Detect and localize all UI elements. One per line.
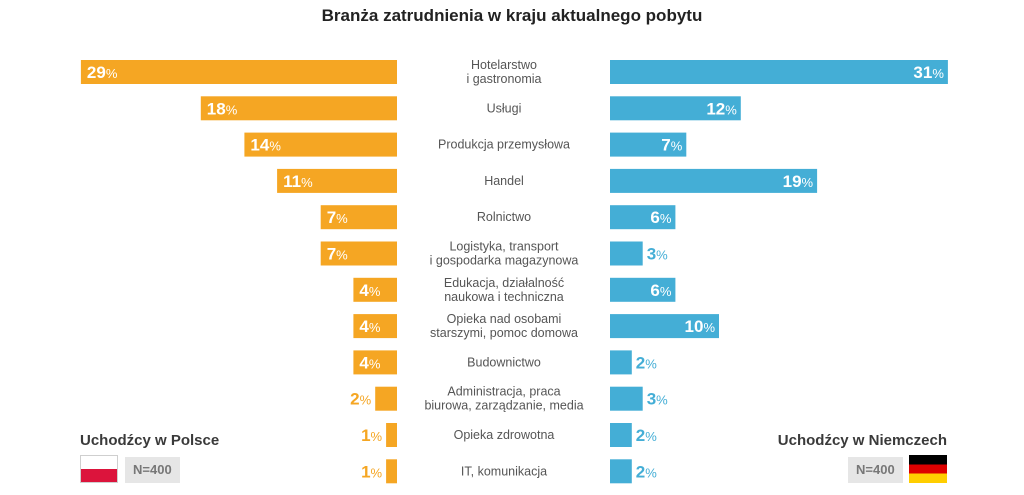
chart-title: Branża zatrudnienia w kraju aktualnego p…: [321, 6, 703, 25]
value-label-germany-11: 2%: [636, 462, 657, 481]
value-label-poland-9: 2%: [350, 390, 371, 409]
category-label-2: Produkcja przemysłowa: [438, 138, 570, 152]
category-label-1: Usługi: [487, 101, 522, 115]
value-label-poland-8: 4%: [359, 353, 380, 372]
value-label-germany-3: 19%: [783, 172, 814, 191]
bar-poland-9: [375, 386, 397, 411]
bar-germany-10: [610, 423, 632, 447]
value-label-germany-4: 6%: [650, 208, 671, 227]
category-label-0: Hotelarstwo i gastronomia: [466, 58, 541, 86]
bar-poland-3: [277, 168, 397, 193]
poland-sample-size: N=400: [125, 457, 180, 483]
value-label-germany-9: 3%: [647, 390, 668, 409]
bar-germany-3: [610, 168, 818, 193]
bar-poland-8: [353, 350, 397, 375]
value-label-germany-8: 2%: [636, 353, 657, 372]
value-label-poland-7: 4%: [359, 317, 380, 336]
bar-germany-4: [610, 205, 676, 230]
bar-poland-10: [386, 423, 397, 447]
category-label-7: Opieka nad osobami starszymi, pomoc domow…: [430, 312, 578, 340]
legend-germany-label: Uchodźcy w Niemczech: [777, 432, 947, 449]
category-label-4: Rolnictwo: [477, 210, 531, 224]
category-label-11: IT, komunikacja: [461, 464, 547, 478]
bar-germany-2: [610, 132, 687, 157]
value-label-poland-4: 7%: [327, 208, 348, 227]
germany-flag-icon: [909, 455, 947, 483]
poland-flag-icon: [80, 455, 118, 483]
bar-poland-11: [386, 459, 397, 484]
bar-poland-1: [200, 96, 397, 121]
category-label-8: Budownictwo: [467, 355, 541, 369]
category-label-6: Edukacja, działalność naukowa i techniczn…: [444, 276, 564, 304]
bar-poland-6: [353, 277, 397, 302]
legend-poland-label: Uchodźcy w Polsce: [80, 432, 220, 449]
bar-germany-6: [610, 277, 676, 302]
value-label-germany-6: 6%: [650, 281, 671, 300]
value-label-germany-1: 12%: [706, 99, 737, 118]
bar-germany-5: [610, 241, 643, 266]
bar-germany-9: [610, 386, 643, 411]
bar-poland-2: [244, 132, 397, 157]
value-label-poland-0: 29%: [87, 63, 118, 82]
bar-germany-7: [610, 314, 719, 339]
category-label-3: Handel: [484, 174, 524, 188]
value-label-poland-11: 1%: [361, 462, 382, 481]
value-label-poland-6: 4%: [359, 281, 380, 300]
bar-poland-7: [353, 314, 397, 339]
value-label-germany-10: 2%: [636, 426, 657, 445]
value-label-poland-2: 14%: [250, 136, 281, 155]
value-label-germany-2: 7%: [661, 136, 682, 155]
category-label-10: Opieka zdrowotna: [454, 428, 555, 442]
bar-germany-0: [610, 60, 948, 84]
bar-poland-4: [320, 205, 397, 230]
bar-germany-8: [610, 350, 632, 375]
germany-sample-size: N=400: [848, 457, 903, 483]
value-label-poland-3: 11%: [283, 172, 313, 191]
bar-germany-11: [610, 459, 632, 484]
category-label-5: Logistyka, transport i gospodarka magazyn…: [430, 240, 579, 268]
value-label-poland-1: 18%: [207, 99, 238, 118]
value-label-germany-5: 3%: [647, 245, 668, 264]
bar-poland-5: [320, 241, 397, 266]
bar-poland-0: [80, 60, 398, 84]
value-label-poland-5: 7%: [327, 245, 348, 264]
value-label-poland-10: 1%: [361, 426, 382, 445]
bar-germany-1: [610, 96, 741, 121]
value-label-germany-0: 31%: [913, 63, 944, 82]
category-label-9: Administracja, praca biurowa, zarządzanie…: [424, 385, 583, 413]
value-label-germany-7: 10%: [685, 317, 716, 336]
